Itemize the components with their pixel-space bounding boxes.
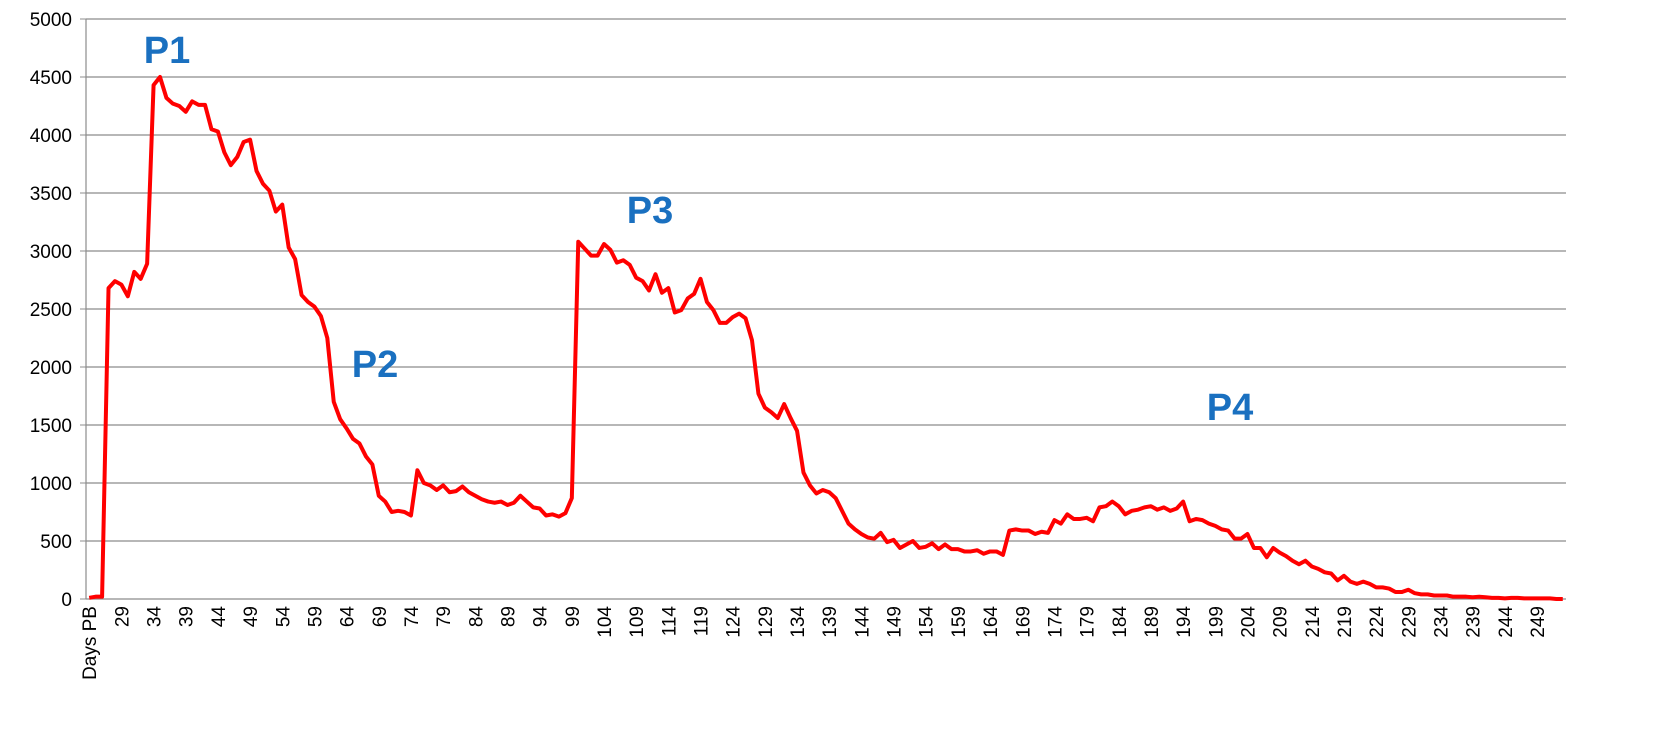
x-tick-label: Days PB <box>80 606 101 680</box>
x-tick-label: 144 <box>852 606 873 638</box>
y-tick-label: 0 <box>61 590 72 611</box>
annotation: P3 <box>627 190 673 232</box>
x-tick-label: 79 <box>434 606 455 627</box>
x-tick-label: 84 <box>466 606 487 628</box>
x-tick-label: 74 <box>402 606 423 628</box>
x-tick-label: 199 <box>1206 606 1227 638</box>
x-tick-label: 114 <box>659 606 680 637</box>
x-tick-label: 59 <box>305 606 326 627</box>
y-tick-label: 4500 <box>30 68 72 89</box>
x-tick-label: 249 <box>1528 606 1549 638</box>
x-tick-label: 134 <box>788 606 809 638</box>
x-tick-label: 124 <box>724 606 745 638</box>
x-tick-label: 204 <box>1238 606 1259 638</box>
x-tick-label: 39 <box>177 606 198 627</box>
x-tick-label: 219 <box>1335 606 1356 638</box>
y-tick-label: 1500 <box>30 416 72 437</box>
x-tick-label: 34 <box>145 606 166 628</box>
x-tick-label: 49 <box>241 606 262 627</box>
x-tick-label: 149 <box>885 606 906 638</box>
x-tick-label: 109 <box>627 606 648 638</box>
x-tick-label: 64 <box>338 606 359 628</box>
annotation: P2 <box>352 344 398 386</box>
x-tick-label: 154 <box>917 606 938 638</box>
x-tick-label: 234 <box>1432 606 1453 638</box>
x-tick-label: 209 <box>1271 606 1292 638</box>
x-tick-label: 119 <box>692 606 713 636</box>
x-tick-label: 179 <box>1078 606 1099 638</box>
y-tick-label: 5000 <box>30 10 72 31</box>
x-tick-label: 164 <box>981 606 1002 638</box>
x-tick-label: 244 <box>1496 606 1517 638</box>
x-tick-label: 129 <box>756 606 777 638</box>
x-tick-label: 189 <box>1142 606 1163 638</box>
x-tick-label: 159 <box>949 606 970 638</box>
x-tick-label: 174 <box>1045 606 1066 638</box>
x-tick-label: 224 <box>1367 606 1388 638</box>
y-tick-label: 3000 <box>30 242 72 263</box>
x-tick-label: 184 <box>1110 606 1131 638</box>
x-tick-label: 44 <box>209 606 230 628</box>
x-tick-label: 104 <box>595 606 616 638</box>
x-tick-label: 69 <box>370 606 391 627</box>
x-tick-label: 229 <box>1399 606 1420 638</box>
x-tick-label: 214 <box>1303 606 1324 638</box>
y-tick-label: 3500 <box>30 184 72 205</box>
y-tick-label: 4000 <box>30 126 72 147</box>
x-tick-label: 54 <box>273 606 294 628</box>
x-tick-label: 94 <box>531 606 552 628</box>
x-tick-label: 89 <box>498 606 519 627</box>
x-tick-label: 139 <box>820 606 841 638</box>
y-tick-label: 2500 <box>30 300 72 321</box>
x-tick-label: 29 <box>112 606 133 627</box>
y-tick-label: 2000 <box>30 358 72 379</box>
x-tick-label: 169 <box>1013 606 1034 638</box>
annotation: P1 <box>144 30 190 72</box>
data-line <box>88 75 1563 601</box>
x-tick-label: 194 <box>1174 606 1195 638</box>
annotation: P4 <box>1207 387 1253 429</box>
y-tick-label: 1000 <box>30 474 72 495</box>
x-tick-label: 99 <box>563 606 584 627</box>
y-tick-label: 500 <box>40 532 72 553</box>
x-tick-label: 239 <box>1464 606 1485 638</box>
